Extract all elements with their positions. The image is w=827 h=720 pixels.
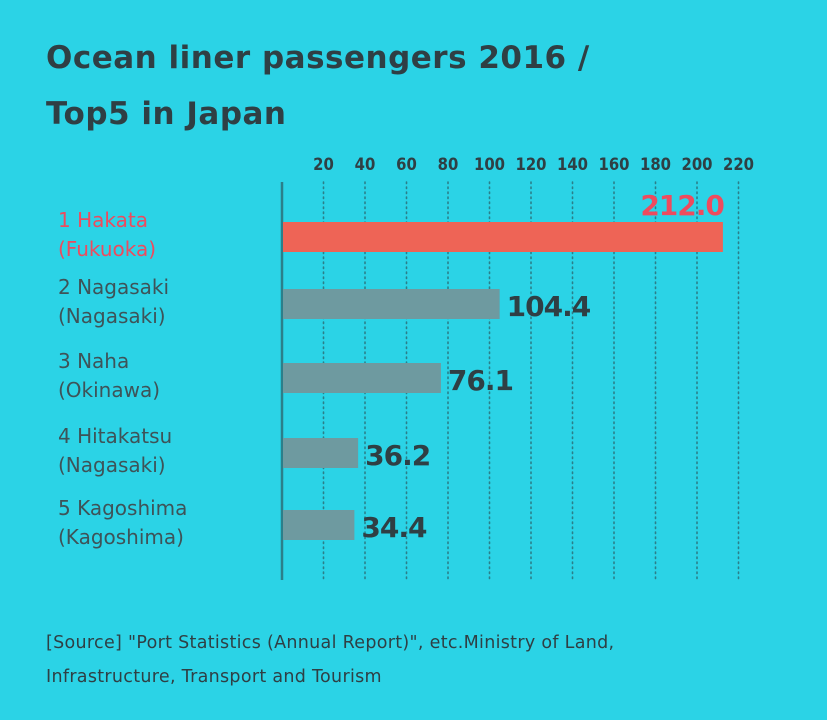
x-tick-label: 120	[516, 155, 547, 174]
x-tick-label: 200	[682, 155, 713, 174]
category-label-3-line-1: 3 Naha	[58, 349, 129, 373]
x-tick-label: 80	[438, 155, 459, 174]
source-line-2: Infrastructure, Transport and Tourism	[46, 667, 382, 687]
category-label-5-line-1: 5 Kagoshima	[58, 496, 187, 520]
chart-title-line-1: Ocean liner passengers 2016 /	[46, 40, 590, 76]
bar-4	[283, 438, 359, 468]
x-tick-label: 60	[396, 155, 417, 174]
x-tick-label: 40	[355, 155, 376, 174]
category-label-4-line-2: (Nagasaki)	[58, 453, 166, 477]
source-note: [Source] "Port Statistics (Annual Report…	[46, 626, 806, 694]
bar-5	[283, 510, 355, 540]
category-label-5-line-2: (Kagoshima)	[58, 525, 184, 549]
value-label-4: 36.2	[365, 439, 430, 472]
bar-3	[283, 363, 441, 393]
x-tick-label: 160	[599, 155, 630, 174]
bar-1	[283, 222, 723, 252]
x-tick-label: 100	[474, 155, 505, 174]
x-tick-label: 20	[313, 155, 334, 174]
chart-title: Ocean liner passengers 2016 / Top5 in Ja…	[46, 30, 590, 142]
chart-title-line-2: Top5 in Japan	[46, 96, 287, 132]
x-tick-label: 180	[640, 155, 671, 174]
value-label-5: 34.4	[361, 511, 427, 544]
category-label-3-line-2: (Okinawa)	[58, 378, 160, 402]
category-label-2-line-1: 2 Nagasaki	[58, 275, 169, 299]
source-line-1: [Source] "Port Statistics (Annual Report…	[46, 633, 615, 653]
value-label-2: 104.4	[507, 290, 591, 323]
bar-chart: 20 40 60 80 100 120 140 160 180 200 220 212.0 1 Haka…	[58, 155, 754, 581]
bar-2	[283, 289, 500, 319]
x-tick-label: 140	[557, 155, 588, 174]
category-label-2-line-2: (Nagasaki)	[58, 304, 166, 328]
category-label-1-line-1: 1 Hakata	[58, 208, 148, 232]
category-label-1-line-2: (Fukuoka)	[58, 237, 156, 261]
value-label-3: 76.1	[448, 364, 513, 397]
category-label-4-line-1: 4 Hitakatsu	[58, 424, 172, 448]
x-tick-label: 220	[723, 155, 754, 174]
value-label-1: 212.0	[640, 189, 724, 222]
